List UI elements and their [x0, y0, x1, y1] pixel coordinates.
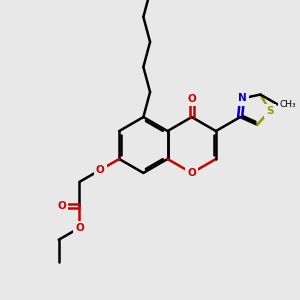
Text: CH₃: CH₃: [280, 100, 296, 109]
Text: N: N: [238, 93, 246, 103]
Text: O: O: [188, 168, 196, 178]
Text: O: O: [188, 94, 196, 104]
Text: O: O: [96, 165, 105, 175]
Text: O: O: [57, 201, 66, 211]
Text: S: S: [266, 106, 274, 116]
Text: O: O: [75, 223, 84, 233]
